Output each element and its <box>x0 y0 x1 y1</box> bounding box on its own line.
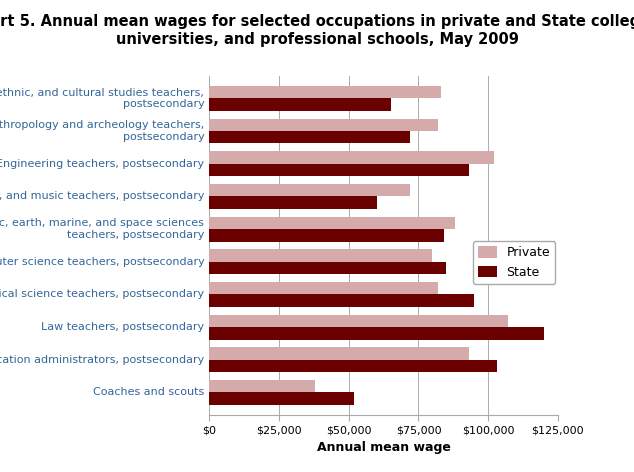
Text: Chart 5. Annual mean wages for selected occupations in private and State college: Chart 5. Annual mean wages for selected … <box>0 14 634 47</box>
Bar <box>209 118 438 131</box>
Bar <box>209 184 410 196</box>
Bar <box>209 98 391 111</box>
Bar <box>209 196 377 209</box>
Bar <box>209 360 496 372</box>
Bar <box>209 131 410 143</box>
Legend: Private, State: Private, State <box>473 241 555 284</box>
Bar <box>209 282 438 295</box>
Bar <box>209 393 354 405</box>
Bar <box>209 347 469 360</box>
Bar <box>209 295 474 307</box>
Bar <box>209 380 315 393</box>
X-axis label: Annual mean wage: Annual mean wage <box>316 441 451 455</box>
Bar <box>209 152 494 164</box>
Bar <box>209 327 544 339</box>
Bar <box>209 262 446 274</box>
Bar <box>209 86 441 98</box>
Bar <box>209 249 432 262</box>
Bar <box>209 164 469 176</box>
Bar <box>209 315 508 327</box>
Bar <box>209 229 444 242</box>
Bar <box>209 217 455 229</box>
